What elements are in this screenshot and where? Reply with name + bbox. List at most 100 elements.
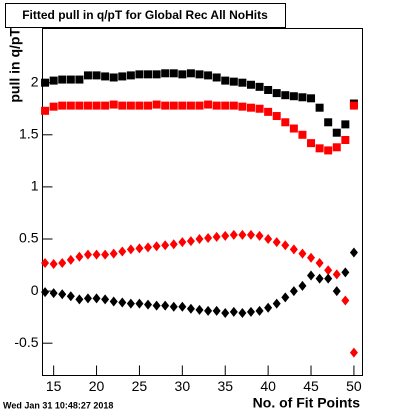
square-marker	[229, 77, 238, 86]
diamond-marker	[169, 239, 178, 250]
square-marker	[341, 120, 350, 129]
diamond-marker	[161, 300, 170, 311]
diamond-marker	[101, 249, 110, 260]
diamond-marker	[101, 294, 110, 305]
diamond-marker	[66, 291, 75, 302]
diamond-marker	[281, 240, 290, 251]
diamond-marker	[195, 304, 204, 315]
x-axis-label: No. of Fit Points	[253, 395, 361, 411]
y-tick-label: 0	[31, 282, 39, 298]
square-marker	[186, 101, 195, 110]
timestamp: Wed Jan 31 10:48:27 2018	[3, 400, 113, 410]
square-marker	[58, 101, 67, 110]
diamond-marker	[152, 241, 161, 252]
square-marker	[49, 76, 58, 85]
diamond-marker	[75, 251, 84, 262]
diamond-marker	[92, 249, 101, 260]
diamond-marker	[135, 243, 144, 254]
diamond-marker	[332, 269, 341, 280]
square-marker	[178, 101, 187, 110]
diamond-marker	[289, 244, 298, 255]
square-marker	[341, 135, 350, 144]
diamond-marker	[58, 257, 67, 268]
square-marker	[109, 73, 118, 82]
square-marker	[324, 118, 333, 127]
square-marker	[66, 75, 75, 84]
square-marker	[75, 101, 84, 110]
square-marker	[41, 78, 50, 87]
square-marker	[264, 107, 273, 116]
square-marker	[272, 89, 281, 98]
diamond-marker	[41, 257, 50, 268]
diamond-marker	[238, 229, 247, 240]
diamond-marker	[307, 270, 316, 281]
diamond-marker	[332, 286, 341, 297]
square-marker	[238, 78, 247, 87]
square-marker	[264, 85, 273, 94]
square-marker	[272, 112, 281, 121]
diamond-marker	[281, 292, 290, 303]
diamond-marker	[315, 257, 324, 268]
diamond-marker	[92, 293, 101, 304]
square-marker	[41, 106, 50, 115]
diamond-marker	[255, 230, 264, 241]
x-tick-label: 40	[260, 378, 276, 394]
square-marker	[289, 124, 298, 133]
square-marker	[204, 71, 213, 80]
diamond-marker	[229, 229, 238, 240]
square-marker	[298, 130, 307, 139]
square-marker	[118, 101, 127, 110]
diamond-marker	[272, 237, 281, 248]
diamond-marker	[58, 289, 67, 300]
diamond-marker	[341, 267, 350, 278]
square-marker	[152, 100, 161, 109]
square-marker	[144, 101, 153, 110]
square-marker	[178, 70, 187, 79]
square-marker	[92, 101, 101, 110]
diamond-marker	[152, 300, 161, 311]
square-marker	[101, 101, 110, 110]
diamond-marker	[178, 237, 187, 248]
y-axis-label: pull in q/pT	[7, 28, 23, 103]
square-marker	[135, 101, 144, 110]
square-marker	[195, 101, 204, 110]
square-marker	[144, 70, 153, 79]
diamond-marker	[324, 273, 333, 284]
diamond-marker	[246, 306, 255, 317]
diamond-marker	[238, 307, 247, 318]
diamond-marker	[109, 248, 118, 259]
x-tick-label: 20	[89, 378, 105, 394]
square-marker	[238, 102, 247, 111]
y-tick-label: 0.5	[19, 230, 39, 246]
square-marker	[83, 71, 92, 80]
diamond-marker	[126, 298, 135, 309]
x-tick-label: 25	[132, 378, 148, 394]
square-marker	[281, 118, 290, 127]
x-tick-label: 30	[175, 378, 191, 394]
square-marker	[66, 101, 75, 110]
square-marker	[49, 102, 58, 111]
square-marker	[246, 103, 255, 112]
diamond-marker	[246, 229, 255, 240]
diamond-marker	[161, 240, 170, 251]
square-marker	[255, 82, 264, 91]
square-marker	[75, 75, 84, 84]
diamond-marker	[298, 248, 307, 259]
square-marker	[92, 71, 101, 80]
square-marker	[315, 103, 324, 112]
diamond-marker	[49, 259, 58, 270]
title-box	[5, 3, 286, 28]
square-marker	[229, 101, 238, 110]
diamond-marker	[204, 232, 213, 243]
square-marker	[152, 70, 161, 79]
diamond-marker	[229, 306, 238, 317]
diamond-marker	[264, 302, 273, 313]
square-marker	[204, 100, 213, 109]
chart-title: Fitted pull in q/pT for Global Rec All N…	[22, 8, 268, 22]
square-marker	[126, 71, 135, 80]
diamond-marker	[289, 286, 298, 297]
square-marker	[221, 101, 230, 110]
square-marker	[169, 69, 178, 78]
